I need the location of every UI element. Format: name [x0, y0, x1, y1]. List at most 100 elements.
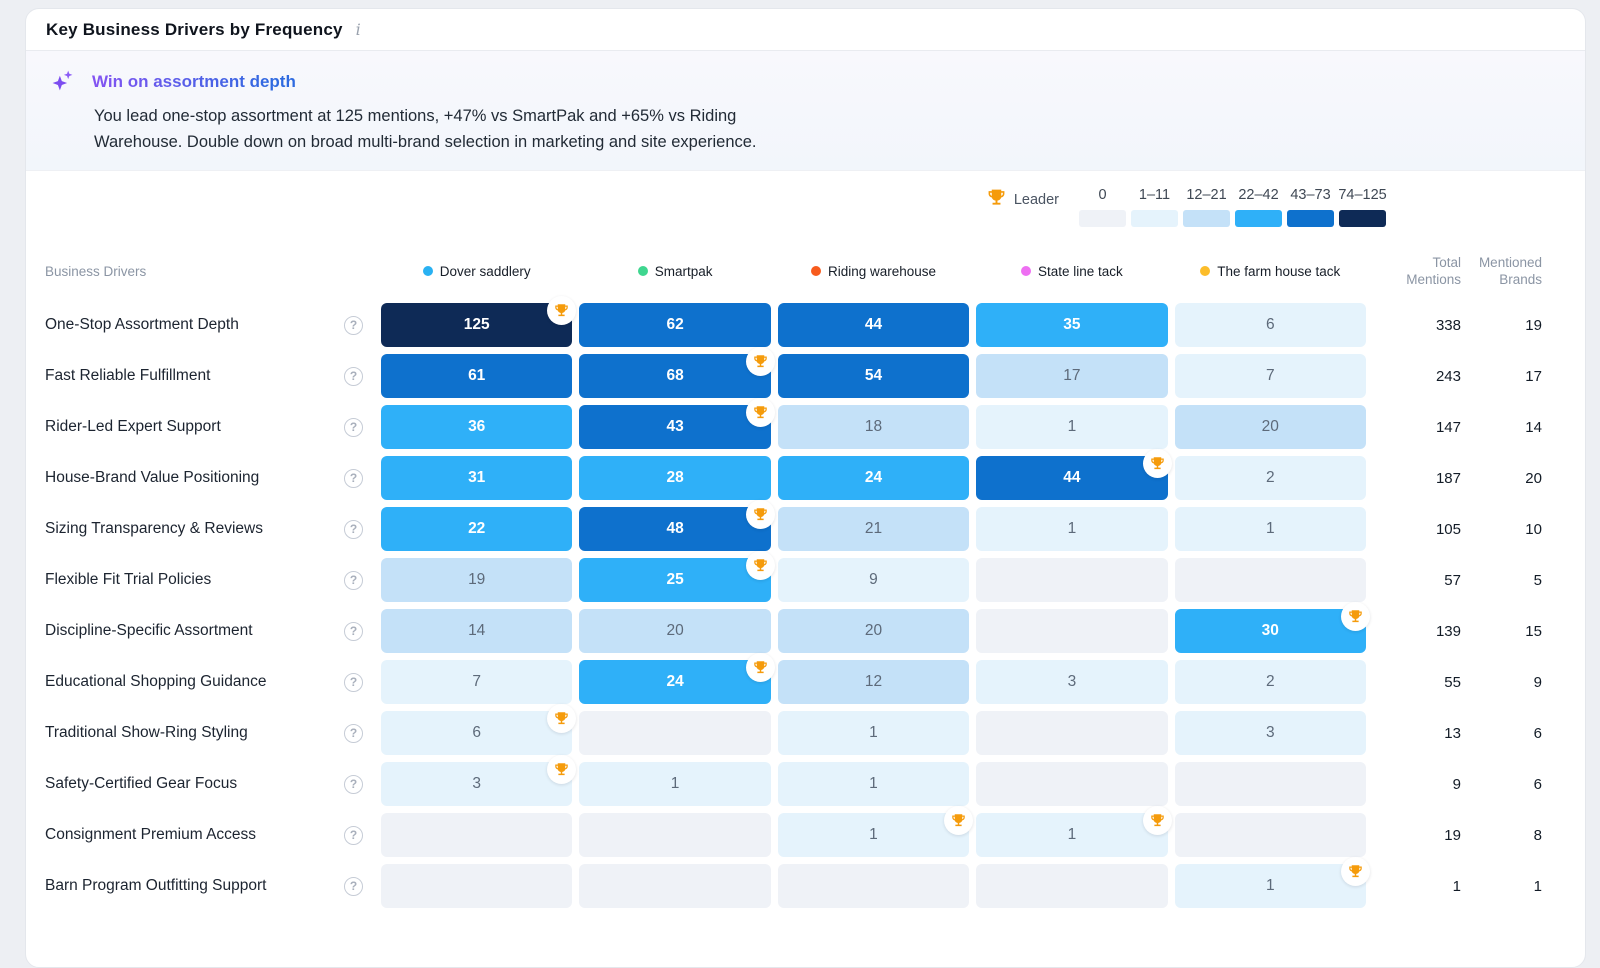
heatmap-cell[interactable]: 48	[579, 500, 775, 551]
leader-trophy-icon	[987, 188, 1006, 212]
help-icon-wrap: ?	[344, 315, 374, 335]
heatmap-cell[interactable]: 6	[381, 704, 577, 755]
heatmap-cell[interactable]: 35	[976, 303, 1168, 347]
help-icon[interactable]: ?	[344, 417, 363, 437]
heatmap-cell[interactable]: 1	[777, 762, 970, 806]
heatmap-cell[interactable]	[381, 813, 573, 857]
cell-value: 3	[472, 775, 481, 792]
sparkle-icon	[50, 68, 77, 95]
heatmap-cell[interactable]: 44	[777, 303, 970, 347]
brand-name: Dover saddlery	[439, 263, 531, 279]
help-icon[interactable]: ?	[344, 570, 363, 590]
heatmap-cell[interactable]	[1174, 762, 1366, 806]
heatmap-cell[interactable]	[1174, 558, 1366, 602]
heatmap-cell[interactable]: 24	[579, 653, 775, 704]
heatmap-cell[interactable]: 6	[1174, 303, 1366, 347]
help-icon[interactable]: ?	[344, 774, 363, 794]
total-mentions-value: 9	[1452, 775, 1461, 793]
help-icon[interactable]: ?	[344, 366, 363, 386]
heatmap-cell[interactable]: 9	[777, 558, 970, 602]
insight-panel: Win on assortment depth You lead one-sto…	[26, 51, 1585, 171]
driver-row: One-Stop Assortment Depth? 125 62 44 35 6 338 1…	[45, 296, 1542, 347]
heatmap-cell[interactable]: 20	[1174, 405, 1366, 449]
heatmap-cell[interactable]: 2	[1174, 456, 1366, 500]
help-icon[interactable]: ?	[344, 621, 363, 641]
heatmap-cell[interactable]: 20	[579, 609, 771, 653]
heatmap-cell[interactable]: 2	[1174, 660, 1366, 704]
heatmap-cell[interactable]: 1	[777, 711, 970, 755]
heatmap-cell[interactable]: 68	[579, 347, 775, 398]
help-icon[interactable]: ?	[344, 672, 363, 692]
heatmap-cell[interactable]: 12	[777, 660, 970, 704]
trophy-icon	[1349, 865, 1362, 878]
help-icon[interactable]: ?	[344, 519, 363, 539]
heatmap-cell[interactable]: 20	[777, 609, 970, 653]
heatmap-cell[interactable]: 62	[579, 303, 771, 347]
heatmap-cell[interactable]: 17	[976, 354, 1168, 398]
heatmap-cell[interactable]: 25	[579, 551, 775, 602]
heatmap-cell[interactable]: 1	[777, 806, 974, 857]
heatmap-cell[interactable]	[976, 711, 1168, 755]
heatmap-cell[interactable]: 28	[579, 456, 771, 500]
heatmap-cell[interactable]: 7	[381, 660, 573, 704]
insight-title: Win on assortment depth	[92, 71, 296, 91]
mentioned-brands-value: 9	[1533, 673, 1542, 691]
driver-row: Consignment Premium Access? 1 1 19 8	[45, 806, 1542, 857]
heatmap-cell[interactable]: 1	[1174, 507, 1366, 551]
heatmap-cell[interactable]: 21	[777, 507, 970, 551]
heatmap-cell[interactable]: 3	[976, 660, 1168, 704]
heatmap-cell[interactable]	[777, 864, 970, 908]
heatmap-cell[interactable]: 1	[1174, 857, 1370, 908]
heatmap-cell[interactable]: 3	[1174, 711, 1366, 755]
heatmap-cell[interactable]: 19	[381, 558, 573, 602]
help-icon[interactable]: ?	[344, 825, 363, 845]
heatmap-cell[interactable]: 54	[777, 354, 970, 398]
mentioned-brands-value: 15	[1525, 622, 1542, 640]
help-icon-wrap: ?	[344, 366, 374, 386]
heatmap-cell[interactable]: 1	[579, 762, 771, 806]
heatmap-cell[interactable]: 36	[381, 405, 573, 449]
heatmap-cell[interactable]	[976, 864, 1168, 908]
help-icon[interactable]: ?	[344, 468, 363, 488]
cell-value: 21	[864, 520, 883, 537]
info-icon[interactable]: i	[355, 19, 361, 39]
heatmap-cell[interactable]: 3	[381, 755, 577, 806]
heatmap-cell[interactable]	[579, 711, 771, 755]
heatmap-cell[interactable]: 31	[381, 456, 573, 500]
heatmap-cell[interactable]	[1174, 813, 1366, 857]
help-icon-wrap: ?	[344, 570, 374, 590]
heatmap-cell[interactable]: 7	[1174, 354, 1366, 398]
heatmap-cell[interactable]	[976, 609, 1168, 653]
heatmap-cell[interactable]	[579, 864, 771, 908]
heatmap-cell[interactable]: 1	[976, 507, 1168, 551]
help-icon[interactable]: ?	[344, 876, 363, 896]
trophy-icon	[988, 189, 1005, 205]
heatmap-cell[interactable]: 61	[381, 354, 573, 398]
help-icon[interactable]: ?	[344, 315, 363, 335]
driver-label: Rider-Led Expert Support	[45, 418, 221, 435]
heatmap-cell[interactable]	[579, 813, 771, 857]
heatmap-cell[interactable]: 22	[381, 507, 573, 551]
brand-header: State line tack	[976, 264, 1167, 279]
mentioned-brands-value: 1	[1533, 877, 1542, 895]
cell-value: 1	[1067, 418, 1077, 435]
leader-trophy-badge	[547, 755, 577, 784]
heatmap-cell[interactable]	[381, 864, 573, 908]
heatmap-cell[interactable]: 30	[1174, 602, 1370, 653]
heatmap-cell[interactable]	[976, 762, 1168, 806]
brand-dot	[637, 266, 648, 276]
cell-value: 31	[468, 469, 486, 486]
heatmap-cell[interactable]: 14	[381, 609, 573, 653]
trophy-icon	[1150, 457, 1164, 470]
heatmap-cell[interactable]: 1	[976, 806, 1172, 857]
heatmap-cell[interactable]: 43	[579, 398, 775, 449]
driver-label: House-Brand Value Positioning	[45, 469, 260, 486]
heatmap-cell[interactable]: 125	[381, 296, 577, 347]
help-icon[interactable]: ?	[344, 723, 363, 743]
heatmap-cell[interactable]	[976, 558, 1168, 602]
heatmap-cell[interactable]: 1	[976, 405, 1168, 449]
heatmap-cell[interactable]: 18	[777, 405, 970, 449]
heatmap-cell[interactable]: 24	[777, 456, 970, 500]
heatmap-cell[interactable]: 44	[976, 449, 1172, 500]
driver-label: Consignment Premium Access	[45, 826, 257, 843]
